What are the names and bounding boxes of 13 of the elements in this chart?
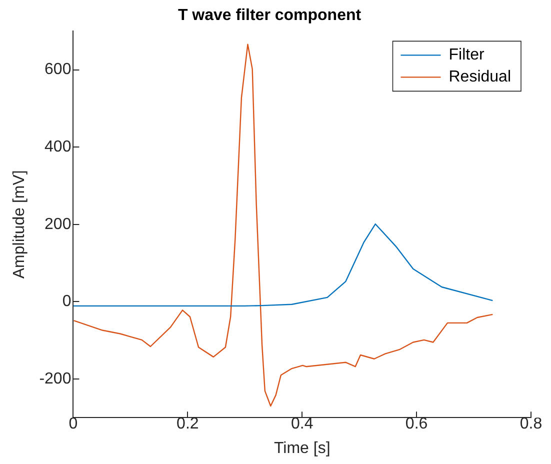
legend-label: Filter: [448, 46, 485, 64]
x-tick-label: 0.8: [520, 416, 542, 433]
y-tick-label: 200: [44, 216, 72, 233]
x-axis-title: Time [s]: [274, 440, 330, 457]
y-tick-label: 600: [44, 61, 72, 78]
legend-label: Residual: [448, 68, 512, 86]
chart-title: T wave filter component: [178, 7, 362, 24]
x-tick-label: 0.6: [405, 416, 428, 433]
y-tick-label: 0: [62, 293, 72, 310]
y-tick-label: 400: [44, 138, 72, 156]
y-axis-title: Amplitude [mV]: [11, 170, 28, 279]
x-tick-label: 0.4: [290, 416, 314, 433]
y-tick-label: -200: [39, 370, 72, 388]
